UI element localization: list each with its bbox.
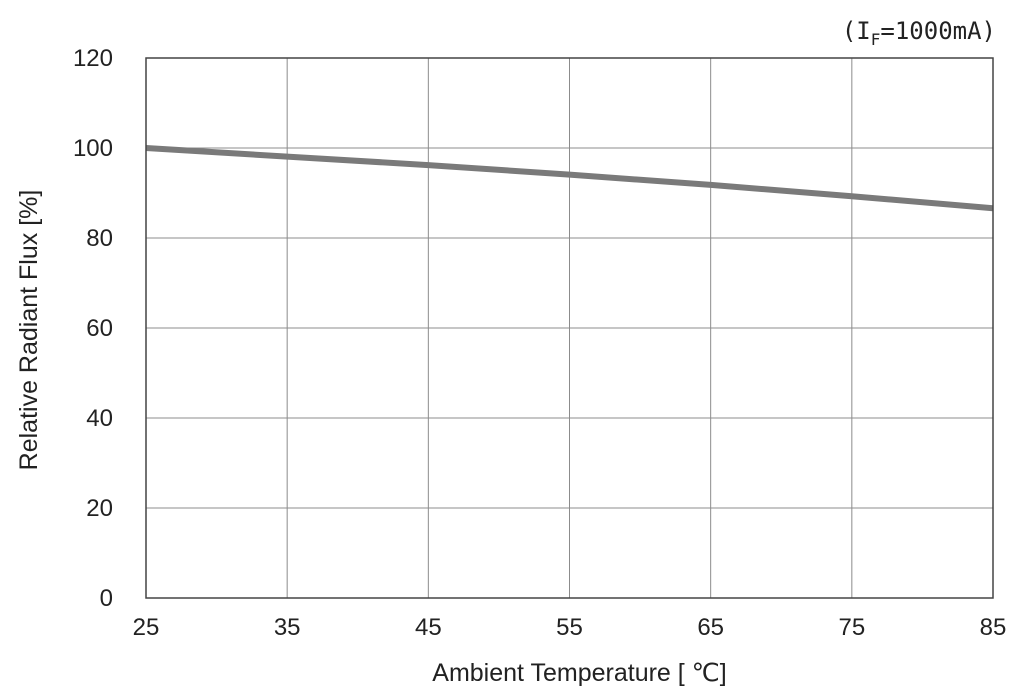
y-tick-label: 60 (86, 315, 113, 342)
y-tick-labels: 0 20 40 60 80 100 120 (73, 45, 113, 612)
x-tick-label: 65 (697, 614, 724, 641)
y-tick-label: 100 (73, 135, 113, 162)
y-tick-label: 120 (73, 45, 113, 72)
x-axis-label: Ambient Temperature [ ℃] (432, 659, 726, 687)
series-line (145, 145, 994, 212)
x-tick-label: 75 (838, 614, 865, 641)
y-tick-label: 0 (100, 585, 113, 612)
x-tick-labels: 25 35 45 55 65 75 85 (133, 614, 1007, 641)
grid (145, 57, 994, 599)
y-tick-label: 20 (86, 495, 113, 522)
test-condition: (IF=1000mA) (842, 17, 996, 49)
y-tick-label: 40 (86, 405, 113, 432)
condition-suffix: =1000mA) (880, 17, 996, 45)
y-tick-label: 80 (86, 225, 113, 252)
x-tick-label: 55 (556, 614, 583, 641)
x-tick-label: 35 (274, 614, 301, 641)
condition-prefix: (I (842, 17, 871, 45)
series-layer (145, 145, 994, 212)
condition-subscript: F (871, 30, 881, 49)
x-tick-label: 45 (415, 614, 442, 641)
x-tick-label: 25 (133, 614, 160, 641)
plot-frame (145, 57, 994, 599)
x-tick-label: 85 (980, 614, 1007, 641)
y-axis-label: Relative Radiant Flux [%] (15, 190, 43, 471)
